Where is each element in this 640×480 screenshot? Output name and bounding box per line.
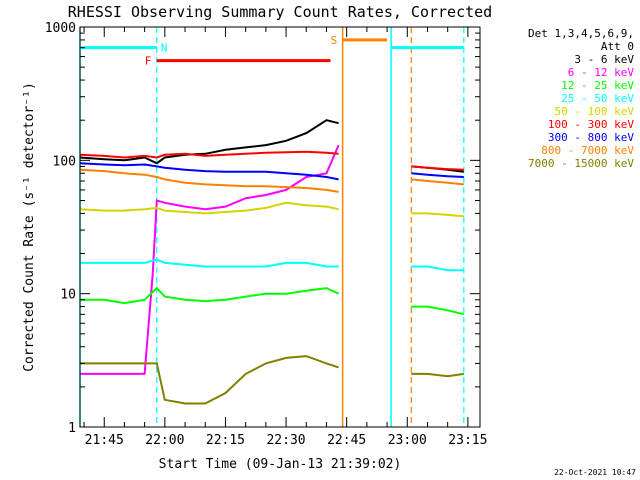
legend-entry: 7000 - 15000 keV bbox=[528, 157, 634, 170]
y-tick-label: 1 bbox=[68, 421, 76, 436]
x-tick-label: 22:00 bbox=[145, 433, 184, 448]
legend-header-line-2: Att 0 bbox=[600, 40, 634, 53]
legend-entry: 800 - 7000 keV bbox=[541, 144, 634, 157]
series-line-7 bbox=[411, 178, 464, 186]
series-line-5 bbox=[79, 150, 339, 159]
legend-entry: 12 - 25 keV bbox=[561, 79, 634, 92]
series-line-6 bbox=[79, 162, 339, 181]
series-line-7 bbox=[79, 168, 339, 193]
night-flag-label: N bbox=[161, 42, 168, 55]
y-tick-label: 1000 bbox=[45, 21, 76, 36]
plot-area: NF S 1 10 100 1000 21:45 22:00 22:15 22:30 22:45 23… bbox=[45, 21, 488, 448]
legend-entry: 50 - 100 keV bbox=[554, 105, 634, 118]
series-line-8 bbox=[411, 372, 464, 378]
flare-flag-label: F bbox=[145, 55, 152, 68]
series-line-1 bbox=[80, 144, 340, 375]
x-axis-label: Start Time (09-Jan-13 21:39:02) bbox=[159, 457, 402, 472]
y-axis-label: Corrected Count Rate (s⁻¹ detector⁻¹) bbox=[22, 82, 37, 372]
series-line-4 bbox=[79, 201, 339, 215]
series-line-3 bbox=[80, 258, 339, 268]
x-tick-label: 22:15 bbox=[206, 433, 245, 448]
x-tick-label: 22:30 bbox=[266, 433, 305, 448]
y-tick-label: 10 bbox=[60, 288, 76, 303]
series-line-5 bbox=[411, 165, 464, 171]
legend-entry: 25 - 50 keV bbox=[561, 92, 634, 105]
series-line-6 bbox=[411, 172, 464, 178]
y-tick-label: 100 bbox=[53, 154, 76, 169]
series-line-3 bbox=[411, 265, 464, 272]
legend-entry: 300 - 800 keV bbox=[547, 131, 634, 144]
chart-title: RHESSI Observing Summary Count Rates, Co… bbox=[68, 3, 492, 21]
legend-entry: 3 - 6 keV bbox=[574, 53, 634, 66]
x-tick-label: 21:45 bbox=[85, 433, 124, 448]
series-line-8 bbox=[80, 355, 339, 405]
series-line-4 bbox=[411, 212, 464, 218]
x-tick-label: 22:45 bbox=[327, 433, 366, 448]
legend: Det 1,3,4,5,6,9, Att 0 3 - 6 keV 6 - 12 … bbox=[474, 27, 634, 170]
series-line-2 bbox=[411, 305, 465, 316]
x-tick-label: 23:15 bbox=[448, 433, 487, 448]
legend-entry: 6 - 12 keV bbox=[567, 66, 634, 79]
timestamp: 22-Oct-2021 10:47 bbox=[554, 468, 636, 477]
x-tick-label: 23:00 bbox=[388, 433, 427, 448]
legend-header-line-1: Det 1,3,4,5,6,9, bbox=[528, 27, 634, 40]
plot-frame bbox=[79, 26, 481, 428]
series-line-2 bbox=[80, 286, 340, 305]
saa-flag-label: S bbox=[331, 34, 338, 47]
series-line-0 bbox=[79, 119, 339, 165]
legend-entry: 100 - 300 keV bbox=[547, 118, 634, 131]
